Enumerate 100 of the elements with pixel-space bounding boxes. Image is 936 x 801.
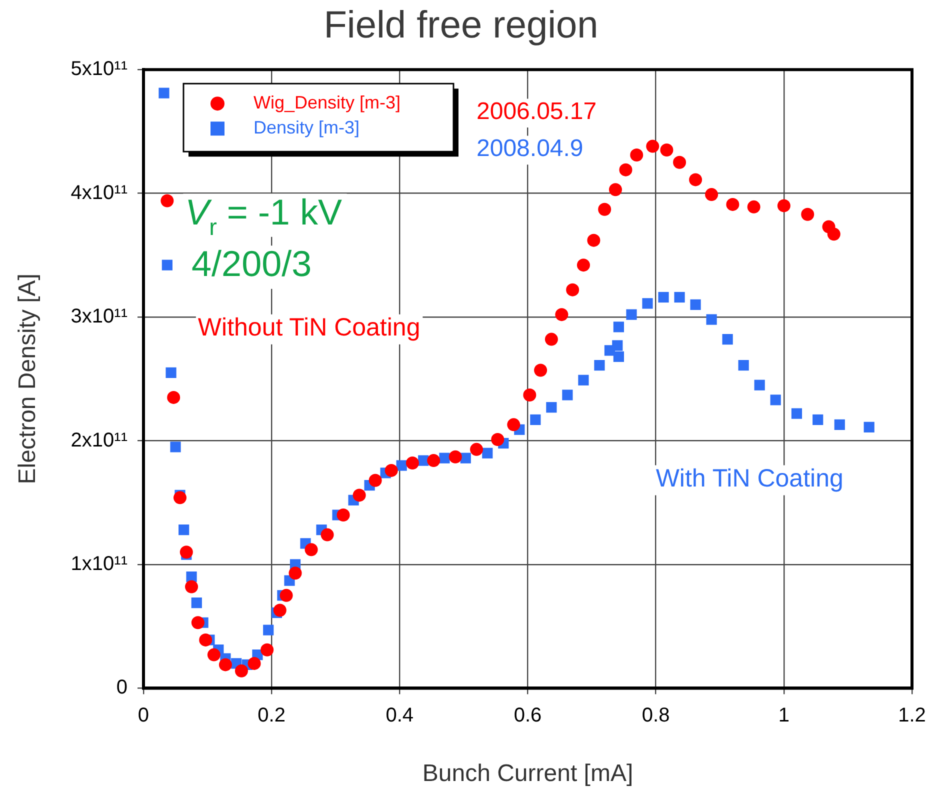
point — [722, 334, 733, 345]
point — [491, 433, 504, 446]
point — [594, 360, 605, 371]
point — [562, 390, 573, 400]
point — [619, 163, 632, 176]
point — [384, 464, 398, 477]
point — [199, 633, 212, 646]
point — [186, 572, 197, 582]
point — [470, 442, 484, 456]
point — [578, 374, 589, 386]
chart-title: Field free region — [324, 4, 598, 46]
point — [180, 546, 193, 559]
point — [185, 580, 198, 594]
annotation: With TiN Coating — [656, 464, 844, 493]
y-tick-label: 5x10¹¹ — [70, 58, 128, 80]
point — [660, 144, 674, 157]
point — [673, 156, 686, 169]
point — [396, 460, 407, 471]
point — [248, 656, 261, 670]
x-tick-label: 1.2 — [898, 704, 926, 727]
legend-label: Density [m-3] — [253, 118, 360, 138]
point — [260, 643, 274, 656]
point — [812, 414, 824, 426]
point — [460, 452, 471, 464]
point — [234, 664, 248, 678]
y-tick-label: 2x10¹¹ — [70, 429, 128, 452]
point — [523, 388, 536, 402]
legend-label: Wig_Density [m-3] — [253, 92, 401, 113]
point — [864, 422, 874, 432]
point — [263, 624, 274, 636]
point — [754, 380, 765, 390]
point — [801, 208, 814, 221]
y-tick-label: 4x10¹¹ — [70, 182, 128, 204]
point — [482, 448, 493, 458]
y-tick-label: 0 — [116, 676, 128, 699]
point — [646, 140, 660, 153]
point — [630, 148, 644, 162]
point — [304, 543, 318, 556]
point — [608, 183, 622, 196]
x-tick-label: 0.8 — [642, 704, 670, 727]
x-tick-label: 0.6 — [514, 704, 542, 727]
point — [173, 491, 186, 504]
point — [191, 598, 202, 608]
point — [738, 360, 749, 371]
point — [288, 566, 302, 580]
point — [336, 508, 350, 522]
x-tick-label: 0.4 — [386, 704, 414, 727]
point — [544, 332, 558, 346]
point — [777, 199, 790, 212]
x-axis-title: Bunch Current [mA] — [422, 760, 634, 788]
point — [158, 88, 170, 98]
point — [613, 322, 624, 332]
point — [406, 456, 419, 470]
annotation: Without TiN Coating — [198, 314, 420, 342]
point — [320, 528, 334, 542]
point — [705, 188, 718, 202]
point — [690, 299, 701, 310]
point — [576, 258, 590, 272]
annotation: 4/200/3 — [192, 243, 312, 284]
point — [439, 452, 450, 464]
point — [162, 260, 172, 270]
point — [658, 292, 669, 303]
point — [534, 364, 548, 377]
point — [170, 442, 181, 452]
point — [546, 402, 557, 413]
point — [507, 418, 520, 432]
point — [273, 604, 286, 617]
point — [598, 202, 612, 216]
point — [706, 314, 717, 325]
annotation: 2006.05.17 — [476, 98, 597, 126]
x-tick-label: 0 — [138, 704, 150, 727]
point — [626, 309, 637, 320]
point — [555, 308, 568, 322]
point — [178, 524, 190, 536]
point — [448, 450, 462, 464]
point — [726, 198, 740, 211]
point — [207, 648, 220, 662]
x-tick-label: 0.2 — [258, 704, 286, 727]
y-axis-title: Electron Density [A] — [14, 274, 42, 484]
point — [530, 414, 541, 426]
x-tick-label: 1 — [778, 704, 790, 727]
point — [167, 390, 180, 404]
point — [587, 234, 600, 247]
annotation: 2008.04.9 — [476, 135, 584, 162]
point — [834, 419, 845, 430]
point — [160, 194, 174, 208]
point — [191, 616, 204, 630]
point — [368, 474, 382, 487]
point — [218, 658, 232, 672]
point — [642, 298, 653, 309]
point — [770, 394, 781, 406]
point — [689, 173, 702, 186]
point — [280, 588, 293, 602]
point — [613, 351, 624, 362]
point — [427, 454, 440, 468]
point — [566, 283, 580, 296]
point — [352, 488, 366, 502]
y-tick-label: 1x10¹¹ — [70, 552, 128, 575]
y-tick-label: 3x10¹¹ — [70, 306, 128, 328]
point — [827, 228, 840, 241]
